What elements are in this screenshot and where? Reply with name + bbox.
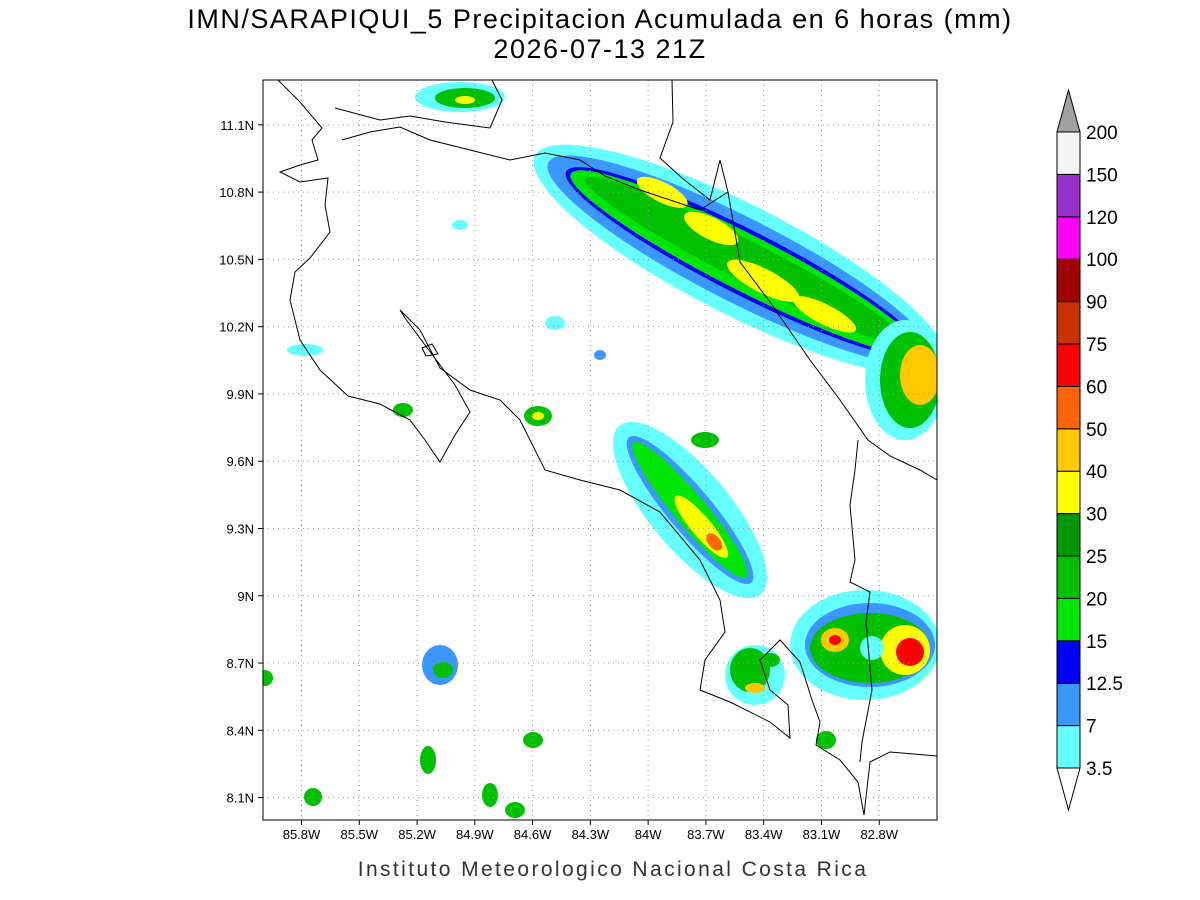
colorbar-label: 30 bbox=[1086, 505, 1107, 526]
x-tick-label: 85.8W bbox=[283, 827, 321, 842]
colorbar-band bbox=[1056, 682, 1081, 727]
map-frame bbox=[262, 79, 938, 821]
colorbar-band bbox=[1056, 597, 1081, 642]
colorbar-label: 150 bbox=[1086, 165, 1118, 186]
y-tick-label: 11.1N bbox=[220, 118, 254, 133]
colorbar-label: 90 bbox=[1086, 293, 1107, 314]
colorbar-label: 60 bbox=[1086, 377, 1107, 398]
colorbar-band bbox=[1056, 725, 1081, 769]
colorbar-label: 40 bbox=[1086, 462, 1107, 483]
y-tick-label: 9.6N bbox=[227, 454, 254, 469]
colorbar-band bbox=[1056, 513, 1081, 557]
title: IMN/SARAPIQUI_5 Precipitacion Acumulada … bbox=[187, 4, 1012, 34]
colorbar-label: 7 bbox=[1086, 717, 1097, 738]
subtitle: 2026-07-13 21Z bbox=[493, 34, 706, 64]
x-tick-label: 84.6W bbox=[514, 827, 552, 842]
axes: 85.8W 85.5W 85.2W 84.9W 84.6W 84.3W 84W 83.7W 83… bbox=[219, 118, 898, 842]
colorbar-band bbox=[1056, 131, 1081, 175]
y-tick-label: 9.9N bbox=[227, 387, 254, 402]
colorbar-label: 100 bbox=[1086, 250, 1118, 271]
colorbar-label: 3.5 bbox=[1086, 759, 1112, 780]
colorbar-band bbox=[1056, 258, 1081, 303]
y-tick-label: 9N bbox=[237, 589, 254, 604]
colorbar-band bbox=[1056, 640, 1081, 684]
x-tick-label: 83.7W bbox=[687, 827, 725, 842]
x-tick-label: 82.8W bbox=[860, 827, 898, 842]
x-tick-label: 83.4W bbox=[745, 827, 783, 842]
x-tick-label: 84W bbox=[635, 827, 662, 842]
y-tick-label: 8.7N bbox=[227, 656, 254, 671]
y-tick-label: 9.3N bbox=[227, 521, 254, 536]
colorbar-band bbox=[1056, 385, 1081, 430]
colorbar-label: 50 bbox=[1086, 420, 1107, 441]
colorbar-label: 12.5 bbox=[1086, 674, 1123, 695]
colorbar: 3.5 7 12.5 15 20 25 30 40 50 60 75 90 100 120 150 200 bbox=[1056, 88, 1123, 812]
colorbar-label: 25 bbox=[1086, 547, 1107, 568]
colorbar-over bbox=[1056, 88, 1081, 133]
y-tick-label: 10.5N bbox=[219, 252, 254, 267]
colorbar-label: 120 bbox=[1086, 208, 1118, 229]
colorbar-band bbox=[1056, 343, 1081, 387]
colorbar-under bbox=[1056, 767, 1081, 812]
x-tick-label: 83.1W bbox=[803, 827, 841, 842]
colorbar-label: 20 bbox=[1086, 589, 1107, 610]
y-tick-label: 10.8N bbox=[219, 185, 254, 200]
colorbar-label: 200 bbox=[1086, 123, 1118, 144]
colorbar-band bbox=[1056, 428, 1081, 472]
x-tick-label: 84.9W bbox=[456, 827, 494, 842]
colorbar-label: 75 bbox=[1086, 335, 1107, 356]
coastlines bbox=[277, 80, 937, 816]
y-tick-label: 8.4N bbox=[227, 723, 254, 738]
footer: Instituto Meteorologico Nacional Costa R… bbox=[358, 858, 869, 881]
y-tick-label: 10.2N bbox=[219, 320, 254, 335]
x-tick-label: 85.2W bbox=[398, 827, 436, 842]
colorbar-band bbox=[1056, 470, 1081, 515]
colorbar-band bbox=[1056, 555, 1081, 599]
colorbar-band bbox=[1056, 301, 1081, 345]
grid bbox=[263, 80, 937, 820]
x-tick-label: 84.3W bbox=[572, 827, 610, 842]
colorbar-label: 15 bbox=[1086, 632, 1107, 653]
x-tick-label: 85.5W bbox=[340, 827, 378, 842]
colorbar-band bbox=[1056, 216, 1081, 260]
y-tick-label: 8.1N bbox=[227, 791, 254, 806]
colorbar-band bbox=[1056, 173, 1081, 218]
